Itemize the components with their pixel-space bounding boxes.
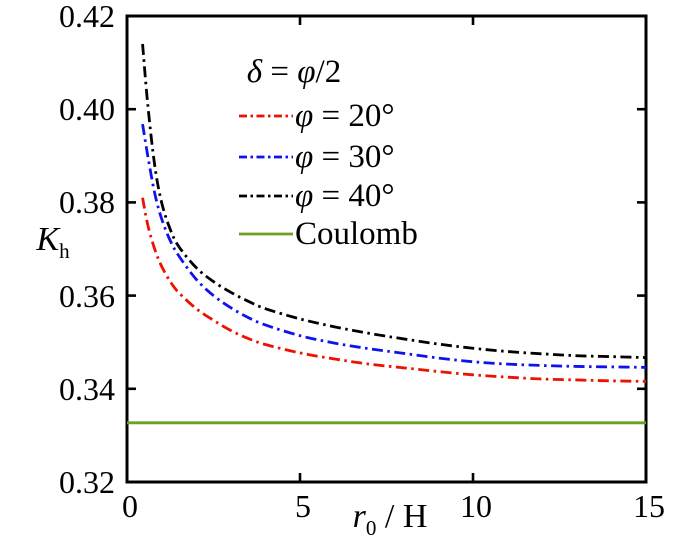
x-tick-label: 15	[633, 488, 665, 524]
legend-line-sample	[239, 155, 293, 159]
x-axis-label-rest: / H	[376, 498, 428, 535]
legend-title-delta: δ	[246, 54, 263, 90]
legend-line-sample	[239, 114, 293, 118]
legend-title-rest: /2	[315, 54, 342, 90]
legend-entry-label: φ = 30°	[295, 139, 395, 175]
legend-phi-symbol: φ	[295, 98, 314, 134]
x-axis-label: r0 / H	[310, 497, 470, 548]
y-tick-label: 0.32	[59, 464, 115, 500]
legend-entry-phi-40: φ = 40°	[239, 176, 395, 216]
series-phi-20-line	[141, 197, 647, 383]
legend-line-sample	[239, 194, 293, 198]
legend-title: δ = φ/2	[199, 52, 389, 92]
legend-entry-phi-30: φ = 30°	[239, 137, 395, 177]
legend-phi-symbol: φ	[295, 178, 314, 214]
legend-entry-label: φ = 20°	[295, 98, 395, 134]
x-tick-label: 5	[295, 488, 311, 524]
legend-phi-symbol: φ	[295, 139, 314, 175]
x-tick-label: 10	[460, 488, 492, 524]
y-tick-label: 0.40	[59, 91, 115, 128]
y-axis-label: Kh	[18, 220, 88, 271]
legend-line-sample	[239, 232, 293, 236]
y-tick-label: 0.36	[59, 277, 115, 314]
legend-entry-label: Coulomb	[295, 216, 418, 252]
y-tick-label: 0.34	[59, 370, 115, 407]
x-axis-label-subscript: 0	[365, 515, 377, 540]
legend-entry-coulomb: Coulomb	[239, 214, 418, 254]
legend-entry-label: φ = 40°	[295, 178, 395, 214]
y-tick-label: 0.42	[59, 0, 115, 34]
axes-box	[125, 14, 648, 484]
legend-title-equals: =	[262, 54, 298, 90]
x-axis-label-symbol: r	[352, 498, 366, 535]
y-axis-label-symbol: K	[36, 221, 60, 258]
y-axis-label-subscript: h	[59, 238, 70, 263]
series-phi-40-line	[141, 43, 647, 359]
legend-entry-phi-20: φ = 20°	[239, 96, 395, 136]
x-tick-label: 0	[122, 488, 138, 524]
y-tick-label: 0.38	[59, 184, 115, 221]
legend-title-phi: φ	[297, 54, 316, 90]
